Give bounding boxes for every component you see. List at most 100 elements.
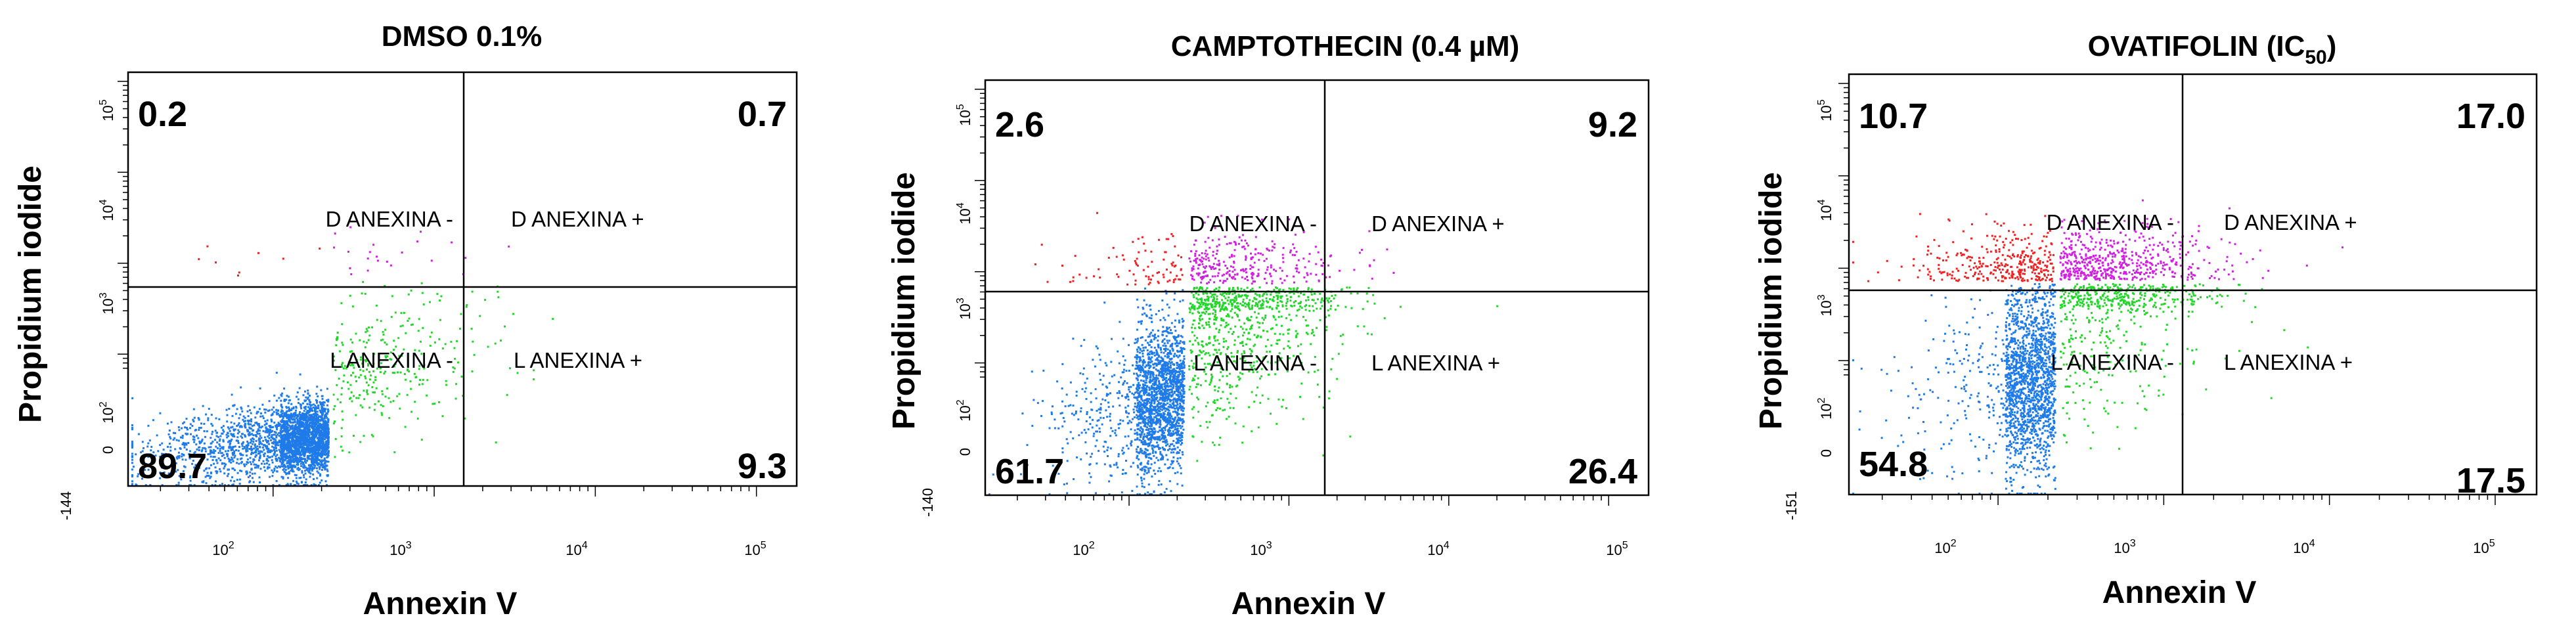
event-dot: [1138, 422, 1140, 424]
event-dot: [257, 464, 260, 467]
event-dot: [350, 374, 353, 376]
event-dot: [284, 425, 286, 427]
event-dot: [324, 436, 327, 439]
event-dot: [1153, 409, 1156, 411]
event-dot: [1165, 444, 1167, 447]
event-dot: [1141, 389, 1144, 392]
event-dot: [1141, 485, 1144, 488]
event-dot: [1170, 427, 1173, 430]
event-dot: [309, 414, 311, 416]
event-dot: [1168, 349, 1171, 352]
event-dot: [1179, 391, 1182, 393]
event-dot: [203, 470, 206, 472]
event-dot: [269, 451, 272, 453]
event-dot: [363, 398, 366, 401]
event-dot: [303, 432, 305, 435]
event-dot: [272, 471, 275, 474]
event-dot: [273, 433, 275, 436]
event-dot: [342, 449, 344, 452]
event-dot: [210, 472, 212, 474]
event-dot: [1148, 410, 1151, 413]
event-dot: [206, 467, 208, 470]
event-dot: [1139, 366, 1142, 369]
event-dot: [383, 372, 386, 375]
event-dot: [399, 325, 402, 328]
event-dot: [1084, 390, 1086, 393]
event-dot: [1159, 414, 1162, 416]
event-dot: [1171, 421, 1173, 424]
event-dot: [1138, 409, 1140, 412]
event-dot: [279, 423, 282, 426]
event-dot: [1153, 387, 1155, 390]
event-dot: [1121, 491, 1123, 494]
event-dot: [1153, 416, 1156, 418]
event-dot: [319, 426, 321, 429]
event-dot: [200, 441, 202, 444]
event-dot: [160, 466, 163, 469]
event-dot: [1177, 387, 1180, 389]
event-dot: [300, 441, 302, 443]
event-dot: [275, 465, 277, 468]
event-dot: [1167, 314, 1170, 317]
event-dot: [322, 424, 325, 426]
event-dot: [273, 453, 276, 455]
x-tick-label-1e2: 102: [1073, 540, 1094, 558]
event-dot: [191, 424, 194, 427]
event-dot: [1166, 441, 1168, 443]
event-dot: [1168, 399, 1171, 401]
event-dot: [1163, 342, 1166, 345]
event-dot: [408, 317, 411, 320]
event-dot: [1174, 330, 1177, 332]
event-dot: [1150, 341, 1153, 343]
event-dot: [263, 444, 265, 447]
event-dot: [211, 440, 214, 443]
event-dot: [1157, 329, 1159, 332]
event-dot: [243, 446, 246, 448]
event-dot: [261, 451, 263, 453]
event-dot: [219, 450, 221, 452]
event-dot: [1161, 447, 1164, 449]
event-dot: [294, 433, 297, 436]
event-dot: [300, 433, 303, 435]
event-dot: [1144, 382, 1147, 384]
event-dot: [1159, 399, 1161, 401]
event-dot: [278, 423, 280, 426]
event-dot: [303, 460, 306, 463]
event-dot: [1140, 476, 1142, 479]
event-dot: [298, 440, 300, 443]
event-dot: [414, 349, 416, 351]
event-dot: [1151, 396, 1153, 399]
event-dot: [181, 437, 184, 439]
event-dot: [1157, 389, 1160, 392]
event-dot: [294, 414, 297, 417]
event-dot: [277, 412, 279, 415]
event-dot: [1165, 424, 1168, 427]
event-dot: [184, 426, 187, 429]
event-dot: [1179, 399, 1182, 402]
event-dot: [335, 344, 338, 347]
event-dot: [263, 436, 266, 439]
event-dot: [271, 437, 274, 439]
event-dot: [287, 472, 290, 475]
event-dot: [257, 423, 260, 425]
event-dot: [1176, 399, 1179, 402]
event-dot: [135, 483, 137, 486]
event-dot: [278, 431, 280, 434]
event-dot: [336, 332, 339, 334]
event-dot: [319, 441, 321, 443]
event-dot: [281, 453, 284, 455]
event-dot: [294, 420, 296, 423]
event-dot: [311, 414, 313, 416]
event-dot: [278, 456, 280, 459]
event-dot: [294, 418, 296, 421]
event-dot: [235, 439, 238, 442]
event-dot: [168, 430, 171, 431]
event-dot: [300, 477, 302, 479]
event-dot: [204, 450, 207, 453]
event-dot: [321, 417, 324, 420]
event-dot: [268, 443, 270, 445]
event-dot: [1144, 493, 1146, 495]
event-dot: [1171, 394, 1174, 397]
event-dot: [1147, 372, 1149, 374]
event-dot: [186, 427, 188, 429]
